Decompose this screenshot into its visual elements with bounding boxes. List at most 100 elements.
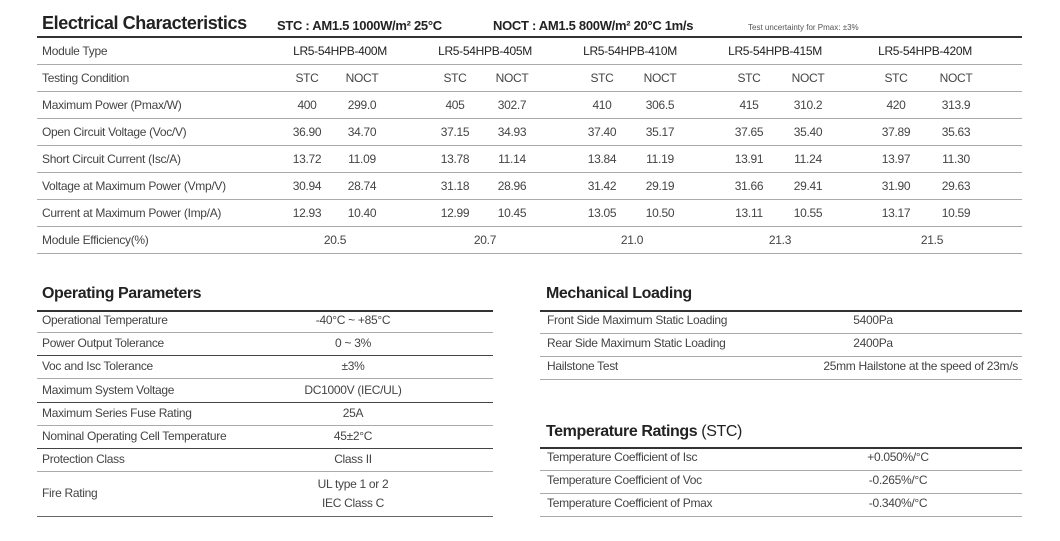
cell-value: 34.70 (347, 125, 377, 139)
loading-value: 25mm Hailstone at the speed of 23m/s (823, 359, 1018, 373)
cell-value: 35.63 (941, 125, 971, 139)
param-value: -40°C ~ +85°C (315, 313, 391, 327)
row-label: Open Circuit Voltage (Voc/V) (42, 125, 187, 139)
stc-conditions: STC : AM1.5 1000W/m² 25°C (277, 18, 442, 33)
cell-value: 34.93 (497, 125, 527, 139)
cell-value: 310.2 (793, 98, 823, 112)
row-divider (37, 145, 1022, 146)
cell-value: 313.9 (941, 98, 971, 112)
row-divider (37, 471, 493, 473)
row-divider (37, 332, 493, 333)
cell-value: 10.45 (497, 206, 527, 220)
cell-value: 13.91 (734, 152, 764, 166)
param-value: 45±2°C (333, 429, 373, 443)
row-divider (37, 226, 1022, 227)
cell-value: 13.11 (735, 206, 763, 220)
temperature-title-text: Temperature Ratings (546, 423, 698, 440)
condition-stc: STC (443, 71, 467, 85)
row-label: Maximum Power (Pmax/W) (42, 98, 182, 112)
param-value: Class II (334, 452, 372, 467)
row-divider (37, 253, 1022, 254)
condition-stc: STC (590, 71, 614, 85)
cell-value: 37.15 (440, 125, 470, 139)
cell-value: 31.66 (734, 179, 764, 193)
efficiency-label: Module Efficiency(%) (42, 233, 149, 247)
coefficient-label: Temperature Coefficient of Voc (547, 473, 702, 487)
cell-value: 31.18 (440, 179, 470, 193)
cell-value: 36.90 (292, 125, 322, 139)
temperature-title: Temperature Ratings (STC) (546, 423, 742, 441)
efficiency-value: 21.0 (620, 233, 644, 247)
cell-value: 37.40 (587, 125, 617, 139)
cell-value: 12.93 (292, 206, 322, 220)
row-label: Current at Maximum Power (Imp/A) (42, 206, 222, 220)
param-label: Maximum System Voltage (42, 382, 175, 397)
module-type: LR5-54HPB-420M (878, 44, 972, 58)
coefficient-label: Temperature Coefficient of Isc (547, 450, 698, 464)
cell-value: 415 (739, 98, 759, 112)
cell-value: 11.30 (942, 152, 970, 166)
row-divider (37, 64, 1022, 65)
loading-label: Front Side Maximum Static Loading (547, 313, 728, 327)
cell-value: 299.0 (347, 98, 377, 112)
fire-rating-value-2: IEC Class C (321, 496, 385, 510)
param-label: Voc and Isc Tolerance (42, 359, 153, 374)
test-uncertainty-note: Test uncertainty for Pmax: ±3% (748, 23, 859, 32)
mechanical-title: Mechanical Loading (546, 285, 692, 302)
loading-label: Rear Side Maximum Static Loading (547, 336, 726, 350)
cell-value: 10.50 (645, 206, 675, 220)
cell-value: 28.96 (497, 179, 527, 193)
param-label: Operational Temperature (42, 313, 168, 327)
param-value: 0 ~ 3% (335, 336, 371, 351)
row-divider (540, 379, 1022, 380)
cell-value: 13.05 (587, 206, 617, 220)
row-divider (37, 199, 1022, 200)
condition-noct: NOCT (495, 71, 529, 85)
module-type-label: Module Type (42, 44, 108, 58)
cell-value: 10.55 (793, 206, 823, 220)
coefficient-value: -0.340%/°C (868, 496, 928, 510)
cell-value: 405 (445, 98, 465, 112)
row-divider (540, 493, 1022, 494)
row-label: Voltage at Maximum Power (Vmp/V) (42, 179, 226, 193)
param-value: DC1000V (IEC/UL) (304, 382, 402, 397)
noct-conditions: NOCT : AM1.5 800W/m² 20°C 1m/s (493, 18, 694, 33)
param-label: Maximum Series Fuse Rating (42, 405, 192, 420)
efficiency-value: 20.5 (323, 233, 347, 247)
condition-stc: STC (295, 71, 319, 85)
condition-noct: NOCT (791, 71, 825, 85)
cell-value: 30.94 (292, 179, 322, 193)
module-type: LR5-54HPB-400M (293, 44, 387, 58)
loading-value: 2400Pa (853, 336, 893, 350)
cell-value: 400 (297, 98, 317, 112)
cell-value: 37.65 (734, 125, 764, 139)
mechanical-rule (540, 310, 1022, 312)
row-divider (37, 401, 493, 403)
cell-value: 35.17 (645, 125, 675, 139)
electrical-title: Electrical Characteristics (42, 13, 247, 33)
coefficient-value: -0.265%/°C (868, 473, 928, 487)
condition-noct: NOCT (939, 71, 973, 85)
cell-value: 29.19 (645, 179, 675, 193)
row-divider (37, 91, 1022, 92)
param-value: ±3% (341, 359, 365, 374)
cell-value: 11.19 (646, 152, 674, 166)
operating-title: Operating Parameters (42, 285, 202, 302)
fire-rating-label: Fire Rating (42, 486, 98, 500)
cell-value: 28.74 (347, 179, 377, 193)
efficiency-value: 21.5 (920, 233, 944, 247)
cell-value: 29.41 (793, 179, 823, 193)
row-divider (37, 448, 493, 449)
loading-label: Hailstone Test (547, 359, 618, 373)
cell-value: 410 (592, 98, 612, 112)
condition-noct: NOCT (643, 71, 677, 85)
table-bottom-rule (37, 516, 493, 517)
module-type: LR5-54HPB-415M (728, 44, 822, 58)
row-label: Short Circuit Current (Isc/A) (42, 152, 181, 166)
row-divider (37, 378, 493, 380)
cell-value: 13.84 (587, 152, 617, 166)
cell-value: 35.40 (793, 125, 823, 139)
row-divider (37, 172, 1022, 173)
cell-value: 31.90 (881, 179, 911, 193)
header-rule (37, 36, 1022, 38)
